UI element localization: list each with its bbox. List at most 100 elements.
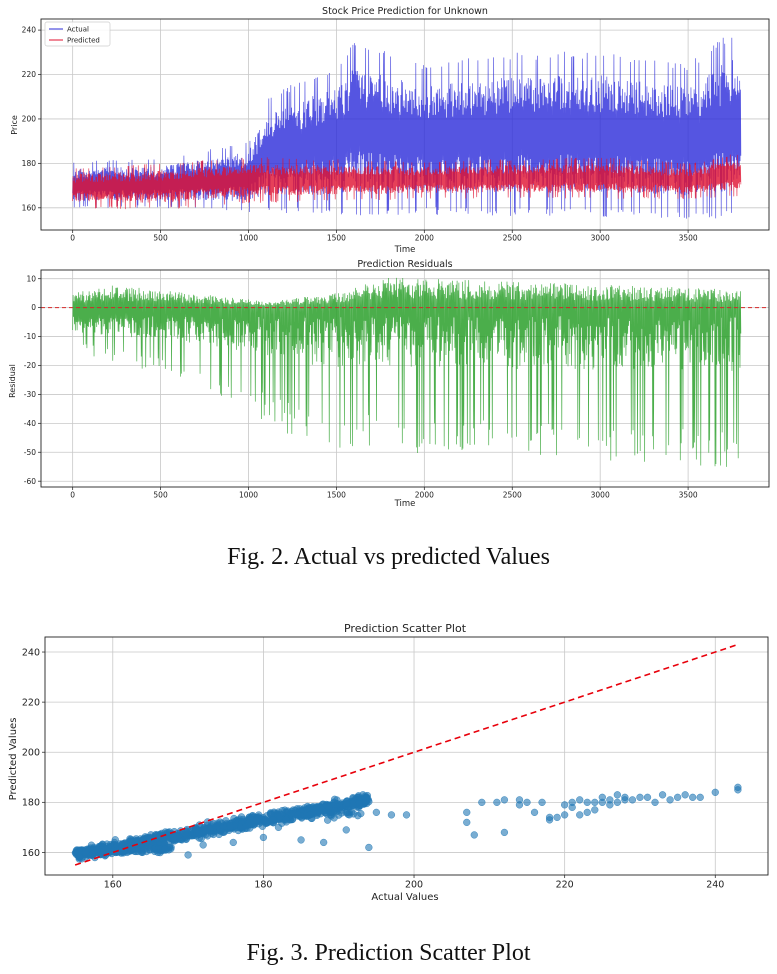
scatter-point xyxy=(182,835,190,843)
scatter-point xyxy=(681,791,689,799)
residuals-chart: Prediction Residuals Time Residual 0 500 1… xyxy=(8,259,770,509)
scatter-point xyxy=(689,793,697,801)
prediction-scatter-chart: Prediction Scatter Plot Actual Values Pr… xyxy=(8,622,769,903)
y-tick-label: 240 xyxy=(22,26,37,35)
chart-title: Prediction Residuals xyxy=(357,259,452,270)
scatter-point xyxy=(643,793,652,801)
scatter-point xyxy=(241,823,249,831)
scatter-point xyxy=(304,804,313,812)
y-tick-label: 160 xyxy=(22,848,40,859)
x-axis-label: Time xyxy=(394,245,416,255)
scatter-point xyxy=(199,841,207,849)
y-tick-label: 200 xyxy=(22,748,40,759)
x-tick-label: 160 xyxy=(104,880,122,891)
x-tick-label: 3000 xyxy=(591,491,610,500)
scatter-point xyxy=(673,793,682,801)
scatter-point xyxy=(283,807,292,815)
scatter-point xyxy=(500,828,509,837)
y-tick-label: 160 xyxy=(22,203,37,212)
scatter-point xyxy=(117,846,125,854)
scatter-point xyxy=(306,811,314,819)
scatter-point xyxy=(365,843,373,852)
actual-price-line xyxy=(72,37,742,219)
y-tick-label: -60 xyxy=(24,477,36,486)
scatter-point xyxy=(259,833,268,842)
scatter-point xyxy=(88,850,97,858)
scatter-point xyxy=(252,816,260,825)
scatter-point xyxy=(493,798,501,806)
plot-frame xyxy=(40,18,770,231)
x-tick-label: 2500 xyxy=(503,491,522,500)
scatter-point xyxy=(153,831,162,839)
scatter-point xyxy=(628,796,637,804)
scatter-point xyxy=(523,798,531,806)
identity-reference-line xyxy=(74,643,739,866)
x-tick-label: 500 xyxy=(153,491,168,500)
scatter-point xyxy=(372,808,381,817)
scatter-point xyxy=(338,809,346,817)
scatter-point xyxy=(343,799,351,808)
scatter-point xyxy=(269,816,277,824)
scatter-point xyxy=(734,783,742,791)
y-tick-label: -20 xyxy=(24,361,36,370)
x-tick-label: 1000 xyxy=(239,234,258,243)
scatter-point xyxy=(170,834,178,842)
chart-title: Prediction Scatter Plot xyxy=(344,622,467,635)
scatter-point xyxy=(161,845,169,853)
scatter-point xyxy=(93,845,101,853)
scatter-point xyxy=(128,846,136,854)
scatter-point xyxy=(126,835,134,843)
x-tick-label: 200 xyxy=(405,880,423,891)
scatter-point xyxy=(598,793,606,801)
scatter-point xyxy=(470,831,478,839)
y-axis-label: Residual xyxy=(8,364,17,398)
y-tick-label: 240 xyxy=(22,647,40,658)
y-axis-label: Predicted Values xyxy=(8,718,19,801)
scatter-point xyxy=(530,808,539,817)
scatter-point xyxy=(545,816,554,824)
scatter-point xyxy=(591,806,599,814)
price-prediction-chart: Stock Price Prediction for Unknown Time … xyxy=(10,6,770,255)
x-tick-label: 3000 xyxy=(591,234,610,243)
scatter-point xyxy=(184,851,192,859)
scatter-point xyxy=(229,838,237,847)
y-tick-label: 0 xyxy=(31,303,36,312)
scatter-point xyxy=(349,801,357,809)
x-tick-label: 220 xyxy=(556,880,574,891)
scatter-point xyxy=(402,811,411,819)
figure-2-caption: Fig. 2. Actual vs predicted Values xyxy=(227,544,550,570)
scatter-point xyxy=(500,796,509,804)
y-axis-label: Price xyxy=(10,115,19,135)
scatter-point xyxy=(568,798,576,806)
scatter-point xyxy=(354,812,362,820)
y-tick-label: 180 xyxy=(22,159,37,168)
scatter-point xyxy=(658,791,667,799)
scatter-point xyxy=(463,818,471,827)
scatter-point xyxy=(195,830,203,838)
scatter-point xyxy=(478,798,486,806)
x-tick-label: 240 xyxy=(706,880,724,891)
scatter-point xyxy=(561,811,569,819)
x-tick-label: 500 xyxy=(153,234,168,243)
scatter-point xyxy=(591,798,599,806)
scatter-point xyxy=(274,823,283,832)
x-tick-label: 1500 xyxy=(327,234,346,243)
y-tick-label: 220 xyxy=(22,70,37,79)
scatter-point xyxy=(326,811,335,819)
scatter-point xyxy=(613,798,622,806)
scatter-point xyxy=(320,838,328,847)
x-tick-label: 3500 xyxy=(679,234,698,243)
scatter-point xyxy=(583,798,591,806)
x-tick-label: 2000 xyxy=(415,234,434,243)
residual-line xyxy=(72,277,742,467)
scatter-point xyxy=(154,848,162,857)
scatter-point xyxy=(209,819,218,828)
scatter-point xyxy=(342,826,350,834)
scatter-point xyxy=(361,798,370,807)
scatter-point xyxy=(297,836,305,844)
scatter-point xyxy=(82,848,90,857)
plot-frame xyxy=(44,636,769,876)
scatter-point xyxy=(696,793,704,801)
x-tick-label: 1500 xyxy=(327,491,346,500)
scatter-point xyxy=(282,816,290,824)
